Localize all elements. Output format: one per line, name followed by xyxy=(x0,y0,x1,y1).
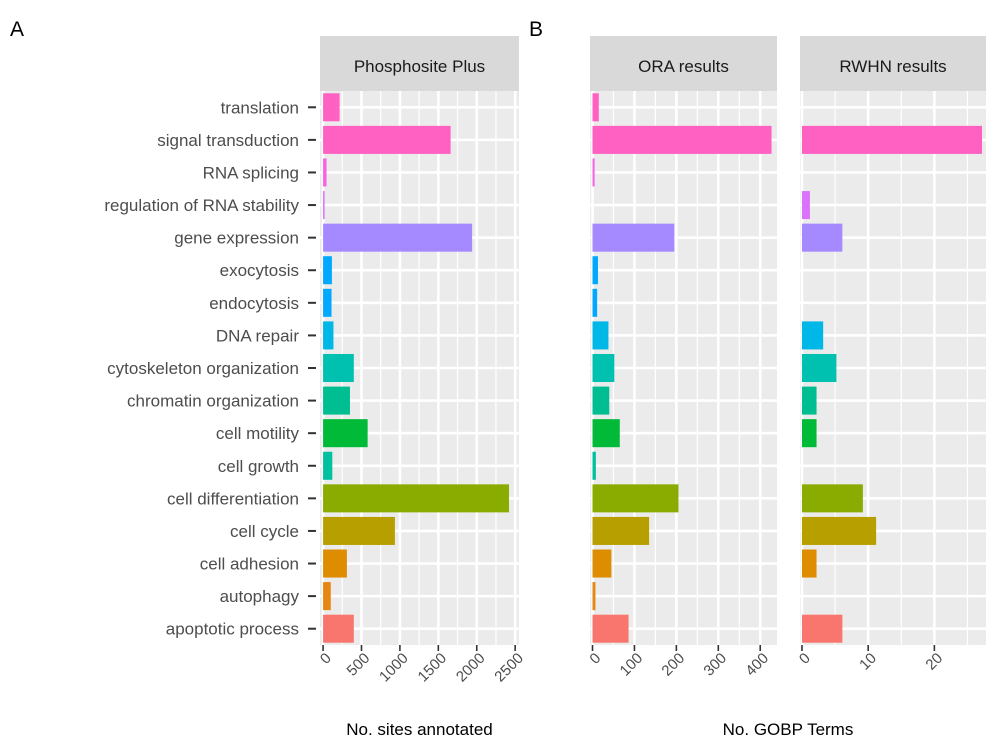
y-tick-label: cytoskeleton organization xyxy=(107,359,299,378)
bar-cytoskeleton-organization xyxy=(323,353,354,383)
y-tick-label: signal transduction xyxy=(157,131,299,150)
panel-phosphosite-plus: Phosphosite Plus 0 500 1000 1500 2000 2500 xyxy=(317,36,527,685)
bar-exocytosis xyxy=(323,256,332,285)
bar-autophagy xyxy=(323,582,331,611)
bar-gene-expression xyxy=(801,223,843,252)
bar-cell-adhesion xyxy=(801,549,817,578)
x-tick-label: 0 xyxy=(796,650,814,668)
y-tick-label: apoptotic process xyxy=(166,620,299,639)
bar-gene-expression xyxy=(592,223,675,252)
bar-cell-adhesion xyxy=(323,549,347,578)
bar-autophagy xyxy=(592,582,596,611)
y-tick-label: exocytosis xyxy=(220,261,299,280)
y-tick-label: cell differentiation xyxy=(167,489,299,508)
y-tick-label: cell adhesion xyxy=(200,555,299,574)
strip-background xyxy=(590,36,777,91)
bar-cell-motility xyxy=(323,419,368,448)
bar-dna-repair xyxy=(592,321,609,350)
x-tick-label: 100 xyxy=(617,650,647,680)
x-tick-label: 2500 xyxy=(491,650,527,686)
y-tick-label: RNA splicing xyxy=(203,163,299,182)
bar-apoptotic-process xyxy=(323,614,354,643)
bar-cell-differentiation xyxy=(592,484,679,513)
y-tick-label: endocytosis xyxy=(209,294,299,313)
x-tick-label: 20 xyxy=(922,650,946,674)
bar-cell-differentiation xyxy=(801,484,863,513)
x-tick-label: 0 xyxy=(317,650,335,668)
bar-chromatin-organization xyxy=(592,386,610,415)
bar-exocytosis xyxy=(592,256,598,285)
bar-cell-motility xyxy=(592,419,620,448)
y-tick-label: cell cycle xyxy=(230,522,299,541)
y-tick-label: regulation of RNA stability xyxy=(104,196,299,215)
y-tick-label: autophagy xyxy=(220,587,300,606)
bar-cell-motility xyxy=(801,419,817,448)
x-tick-label: 1000 xyxy=(376,650,412,686)
bar-cytoskeleton-organization xyxy=(801,353,837,383)
bar-cell-differentiation xyxy=(323,484,510,513)
bar-signal-transduction xyxy=(592,125,772,154)
y-tick-label: DNA repair xyxy=(216,326,299,345)
bar-chromatin-organization xyxy=(801,386,817,415)
y-tick-label: chromatin organization xyxy=(127,392,299,411)
x-tick-label: 2000 xyxy=(453,650,489,686)
bar-rna-splicing xyxy=(592,158,595,187)
bar-cell-cycle xyxy=(323,516,395,545)
bar-cytoskeleton-organization xyxy=(592,353,615,383)
x-tick-label: 1500 xyxy=(415,650,451,686)
bar-translation xyxy=(323,93,340,122)
bar-cell-cycle xyxy=(801,516,877,545)
bar-regulation-of-rna-stability xyxy=(323,191,325,220)
x-axis-label-gobp: No. GOBP Terms xyxy=(723,720,854,739)
bar-signal-transduction xyxy=(323,125,451,154)
strip-label: ORA results xyxy=(638,57,729,76)
bar-dna-repair xyxy=(801,321,824,350)
bar-gene-expression xyxy=(323,223,473,252)
y-tick-label: gene expression xyxy=(174,229,299,248)
x-tick-label: 300 xyxy=(700,650,730,680)
bar-translation xyxy=(592,93,599,122)
strip-label: RWHN results xyxy=(839,57,946,76)
x-tick-label: 200 xyxy=(658,650,688,680)
bar-cell-adhesion xyxy=(592,549,612,578)
panel-label-a: A xyxy=(10,18,24,41)
panel-label-b: B xyxy=(529,18,543,41)
x-tick-label: 0 xyxy=(586,650,604,668)
bar-endocytosis xyxy=(592,288,598,317)
x-tick-label: 10 xyxy=(856,650,880,674)
x-axis-label-sites: No. sites annotated xyxy=(346,720,492,739)
bar-regulation-of-rna-stability xyxy=(801,191,810,220)
bar-chromatin-organization xyxy=(323,386,350,415)
bar-cell-growth xyxy=(592,451,596,480)
x-tick-label: 400 xyxy=(742,650,772,680)
panel-ora-results: ORA results 0 100 200 300 400 xyxy=(586,36,777,680)
strip-label: Phosphosite Plus xyxy=(354,57,485,76)
bar-signal-transduction xyxy=(801,125,983,154)
bar-rna-splicing xyxy=(323,158,327,187)
bar-dna-repair xyxy=(323,321,334,350)
panel-rwhn-results: RWHN results 0 10 20 xyxy=(796,36,986,674)
y-tick-label: cell motility xyxy=(216,424,300,443)
bar-cell-cycle xyxy=(592,516,650,545)
y-axis-category-labels: translation signal transduction RNA splici… xyxy=(104,98,316,639)
bar-cell-growth xyxy=(323,451,333,480)
strip-background xyxy=(320,36,519,91)
bar-apoptotic-process xyxy=(801,614,843,643)
bar-apoptotic-process xyxy=(592,614,629,643)
y-tick-label: cell growth xyxy=(218,457,299,476)
bar-endocytosis xyxy=(323,288,332,317)
y-tick-label: translation xyxy=(221,98,299,117)
x-tick-label: 500 xyxy=(344,650,374,680)
strip-background xyxy=(800,36,986,91)
